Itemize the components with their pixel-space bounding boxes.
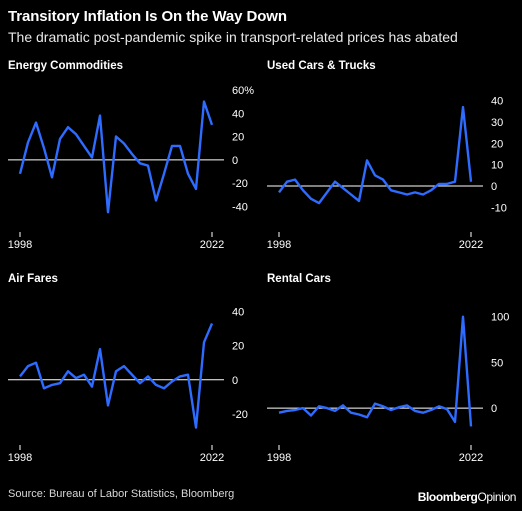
x-tick-label: 2022 bbox=[459, 239, 483, 251]
x-tick-label: 2022 bbox=[200, 452, 224, 464]
y-tick-label: 10 bbox=[491, 160, 503, 172]
panel-title: Air Fares bbox=[8, 273, 58, 285]
panel-rental-cars: Rental Cars 100 50 0 1998 2022 bbox=[267, 273, 522, 488]
y-tick-label: 20 bbox=[491, 138, 503, 150]
y-tick-label: 0 bbox=[491, 181, 497, 193]
x-tick-label: 1998 bbox=[267, 239, 291, 251]
series-line bbox=[18, 100, 214, 214]
y-tick-label: -10 bbox=[491, 202, 507, 214]
y-tick-label: -40 bbox=[232, 201, 248, 213]
series-line bbox=[19, 323, 214, 429]
y-tick-label: -20 bbox=[232, 409, 248, 421]
y-tick-label: 30 bbox=[491, 117, 503, 129]
rental-cars-chart: 100 50 0 1998 2022 bbox=[267, 312, 510, 464]
y-tick-label: 20 bbox=[232, 341, 244, 353]
bloomberg-opinion-logo: BloombergOpinion bbox=[417, 490, 517, 504]
y-tick-label: 0 bbox=[491, 403, 497, 415]
y-tick-label: 20 bbox=[232, 132, 244, 144]
x-tick-label: 1998 bbox=[8, 452, 32, 464]
panel-air-fares: Air Fares 40 20 0 -20 1998 2022 bbox=[8, 273, 268, 488]
used-cars-trucks-chart: 40 30 20 10 0 -10 1998 2022 bbox=[267, 96, 507, 251]
x-tick-label: 2022 bbox=[200, 239, 224, 251]
y-tick-label: 0 bbox=[232, 155, 238, 167]
y-tick-label: 60% bbox=[232, 85, 254, 97]
chart-subtitle: The dramatic post-pandemic spike in tran… bbox=[8, 29, 458, 45]
panel-title: Rental Cars bbox=[267, 273, 331, 285]
y-tick-label: 40 bbox=[232, 307, 244, 319]
y-tick-label: -20 bbox=[232, 178, 248, 190]
panel-title: Energy Commodities bbox=[8, 60, 124, 72]
source-note: Source: Bureau of Labor Statistics, Bloo… bbox=[8, 488, 235, 500]
x-tick-label: 1998 bbox=[267, 452, 291, 464]
chart-title: Transitory Inflation Is On the Way Down bbox=[8, 8, 287, 25]
x-tick-label: 2022 bbox=[459, 452, 483, 464]
series-line bbox=[278, 315, 473, 427]
panel-used-cars-trucks: Used Cars & Trucks 40 30 20 10 0 -10 1998 2022 bbox=[267, 60, 522, 275]
y-tick-label: 40 bbox=[232, 108, 244, 120]
panel-energy-commodities: Energy Commodities 60% 40 20 0 -20 -40 1998 202… bbox=[8, 60, 268, 275]
y-tick-label: 40 bbox=[491, 96, 503, 108]
x-tick-label: 1998 bbox=[8, 239, 32, 251]
series-line bbox=[278, 105, 473, 205]
y-tick-label: 100 bbox=[491, 312, 509, 324]
air-fares-chart: 40 20 0 -20 1998 2022 bbox=[8, 307, 248, 464]
panel-title: Used Cars & Trucks bbox=[267, 60, 376, 72]
energy-commodities-chart: 60% 40 20 0 -20 -40 1998 2022 bbox=[8, 85, 254, 251]
y-tick-label: 0 bbox=[232, 375, 238, 387]
y-tick-label: 50 bbox=[491, 357, 503, 369]
